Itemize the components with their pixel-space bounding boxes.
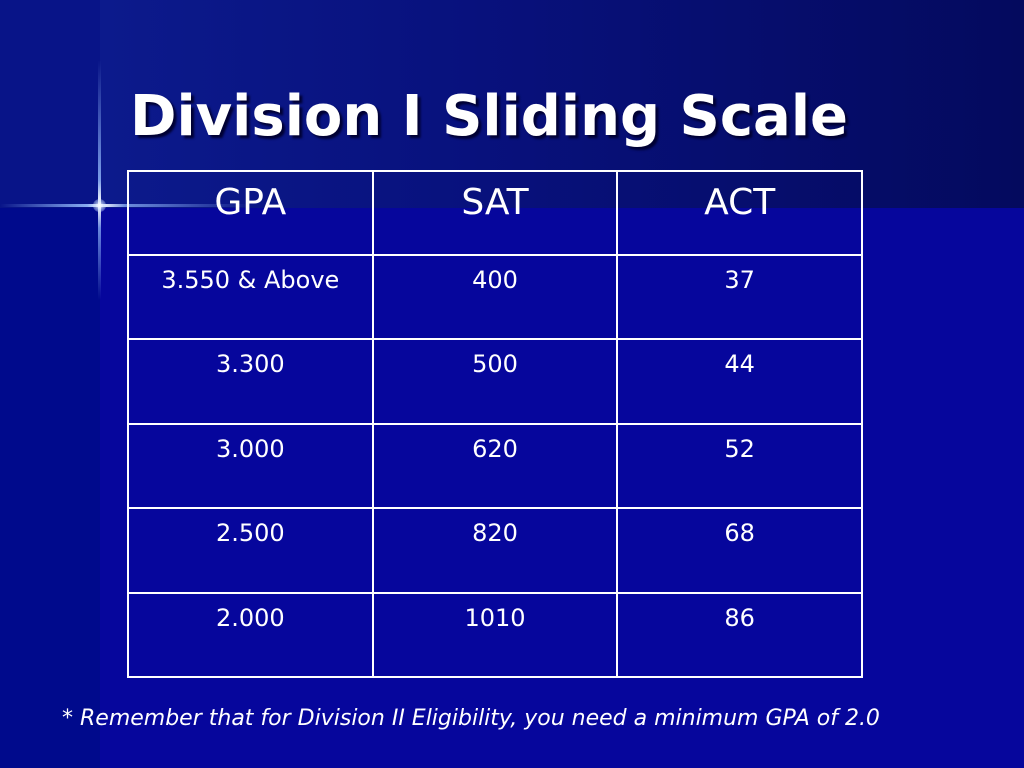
sliding-scale-table: GPA SAT ACT 3.550 & Above 400 37 3.300 5… [127,170,863,679]
cell-gpa: 3.550 & Above [127,253,374,341]
table-row: 2.500 820 68 [127,507,863,594]
footnote-marker: * [62,706,73,731]
cell-act: 52 [616,422,863,510]
cell-sat: 620 [371,422,619,510]
header-sat: SAT [371,170,619,256]
header-act: ACT [616,170,863,256]
footnote: * Remember that for Division II Eligibil… [62,706,880,731]
sparkle-horizontal-ray [0,204,250,207]
cell-sat: 400 [371,253,619,341]
table-header-row: GPA SAT ACT [127,170,863,256]
cell-gpa: 3.300 [127,338,374,425]
cell-sat: 500 [371,338,619,425]
sparkle-vertical-ray [98,60,101,300]
header-gpa: GPA [127,170,374,256]
cell-act: 37 [616,253,863,341]
cell-act: 44 [616,338,863,425]
cell-act: 86 [616,591,863,679]
table-row: 2.000 1010 86 [127,591,863,679]
table-row: 3.000 620 52 [127,422,863,510]
cell-sat: 1010 [371,591,619,679]
sparkle-star-icon [93,199,106,212]
footnote-text: Remember that for Division II Eligibilit… [80,706,880,731]
table-row: 3.300 500 44 [127,338,863,425]
cell-gpa: 3.000 [127,422,374,510]
cell-gpa: 2.000 [127,591,374,679]
cell-sat: 820 [371,507,619,594]
table-row: 3.550 & Above 400 37 [127,253,863,341]
cell-gpa: 2.500 [127,507,374,594]
slide-title: Division I Sliding Scale [130,84,849,149]
cell-act: 68 [616,507,863,594]
background-corner [0,0,100,208]
